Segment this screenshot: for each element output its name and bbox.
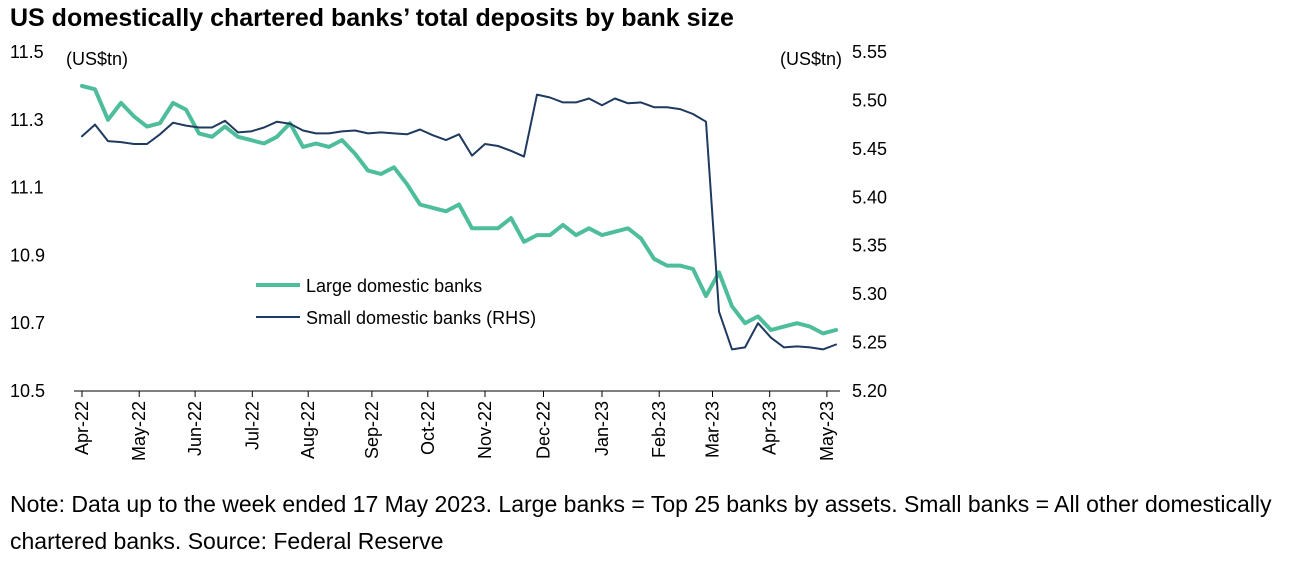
right-axis-unit-label: (US$tn) bbox=[780, 49, 843, 69]
x-tick-label: Apr-23 bbox=[760, 401, 780, 455]
right-tick-label: 5.30 bbox=[852, 284, 887, 304]
left-tick-label: 10.9 bbox=[10, 245, 45, 265]
chart-note: Note: Data up to the week ended 17 May 2… bbox=[10, 491, 1272, 554]
x-tick-label: Oct-22 bbox=[418, 401, 438, 455]
left-tick-label: 11.1 bbox=[10, 178, 44, 198]
left-tick-label: 10.5 bbox=[10, 381, 45, 401]
left-axis-unit-label: (US$tn) bbox=[66, 49, 129, 69]
right-tick-label: 5.50 bbox=[852, 90, 887, 110]
right-axis-ticks: 5.20 5.25 5.30 5.35 5.40 5.45 5.50 5.55 bbox=[852, 42, 887, 401]
x-tick-label: Apr-22 bbox=[72, 401, 92, 455]
x-tick-label: Dec-22 bbox=[534, 401, 554, 459]
left-tick-label: 11.3 bbox=[10, 110, 44, 130]
chart-title: US domestically chartered banks’ total d… bbox=[10, 4, 734, 32]
right-tick-label: 5.20 bbox=[852, 381, 887, 401]
x-axis-ticks: Apr-22 May-22 Jun-22 Jul-22 Aug-22 Sep-22 Oct-… bbox=[72, 391, 837, 461]
right-tick-label: 5.35 bbox=[852, 236, 887, 256]
legend-label-large-banks: Large domestic banks bbox=[306, 276, 482, 296]
right-tick-label: 5.45 bbox=[852, 139, 887, 159]
line-chart: 10.5 10.7 10.9 11.1 11.3 11.5 5.20 5.25 5.30 5.3… bbox=[10, 42, 887, 461]
x-tick-label: Mar-23 bbox=[703, 401, 723, 458]
x-tick-label: Nov-22 bbox=[475, 401, 495, 459]
left-axis-ticks: 10.5 10.7 10.9 11.1 11.3 11.5 bbox=[10, 42, 45, 401]
x-tick-label: Jan-23 bbox=[592, 401, 612, 456]
left-tick-label: 10.7 bbox=[10, 313, 45, 333]
series-layer bbox=[80, 83, 838, 351]
x-tick-label: May-22 bbox=[129, 401, 149, 461]
legend-label-small-banks: Small domestic banks (RHS) bbox=[306, 308, 536, 328]
x-tick-label: Aug-22 bbox=[298, 401, 318, 459]
x-tick-label: May-23 bbox=[817, 401, 837, 461]
legend: Large domestic banks Small domestic bank… bbox=[256, 276, 536, 328]
x-tick-label: Jul-22 bbox=[242, 401, 262, 450]
x-tick-label: Sep-22 bbox=[362, 401, 382, 459]
series-line-small-banks bbox=[81, 93, 837, 351]
right-tick-label: 5.55 bbox=[852, 42, 887, 62]
x-tick-label: Feb-23 bbox=[649, 401, 669, 458]
right-tick-label: 5.40 bbox=[852, 187, 887, 207]
left-tick-label: 11.5 bbox=[10, 42, 44, 62]
series-line-large-banks bbox=[80, 83, 838, 336]
right-tick-label: 5.25 bbox=[852, 333, 887, 353]
x-tick-label: Jun-22 bbox=[185, 401, 205, 456]
